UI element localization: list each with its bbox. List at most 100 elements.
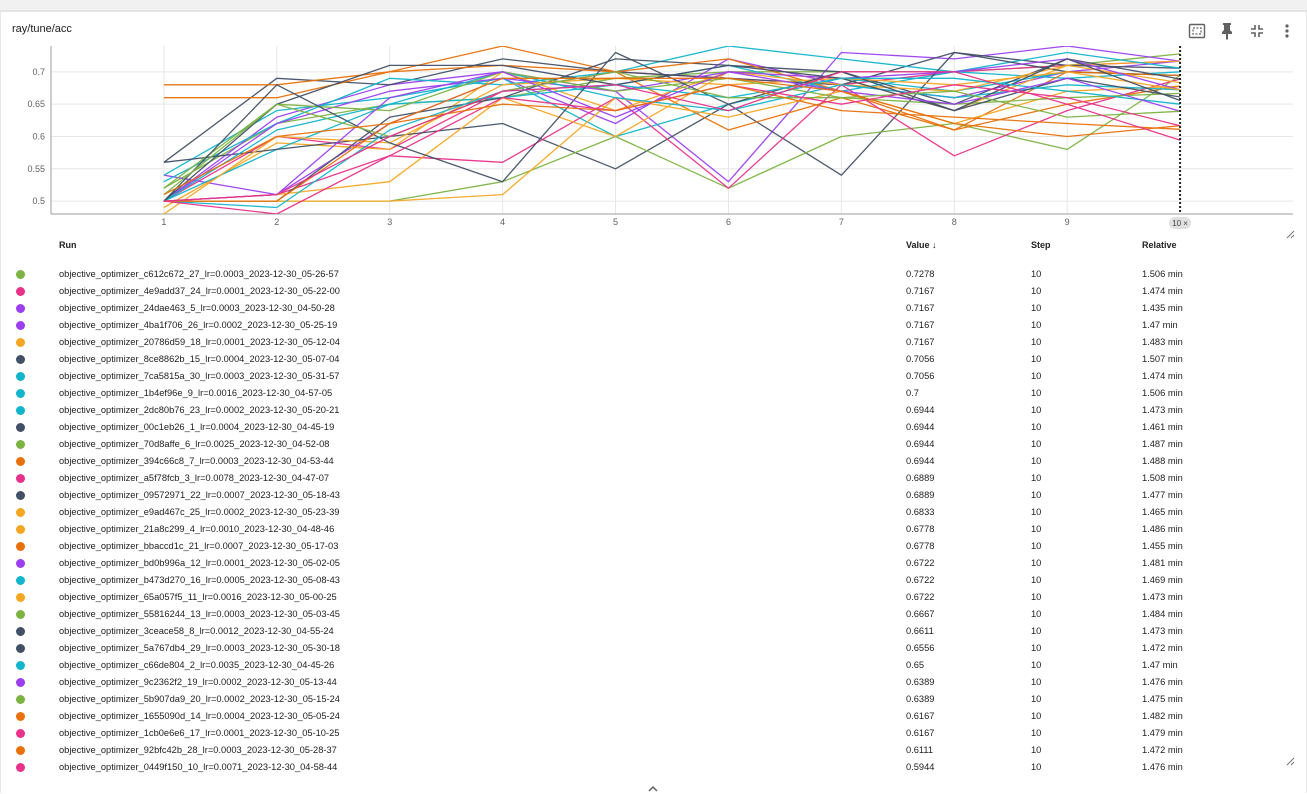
pin-icon[interactable] [1217,21,1237,41]
run-color-dot[interactable] [16,406,25,415]
table-row[interactable]: objective_optimizer_24dae463_5_lr=0.0003… [1,300,1306,317]
series-line-4ba1f706_26 [163,46,1181,202]
run-value: 0.7167 [906,303,935,313]
table-row[interactable]: objective_optimizer_9c2362f2_19_lr=0.000… [1,674,1306,691]
run-name: objective_optimizer_24dae463_5_lr=0.0003… [59,303,335,313]
run-color-dot[interactable] [16,389,25,398]
table-row[interactable]: objective_optimizer_65a057f5_11_lr=0.001… [1,589,1306,606]
run-color-dot[interactable] [16,423,25,432]
table-row[interactable]: objective_optimizer_1655090d_14_lr=0.000… [1,708,1306,725]
step-header[interactable]: Step [1031,240,1051,250]
series-line-21a8c299_4 [163,85,1181,202]
table-row[interactable]: objective_optimizer_1b4ef96e_9_lr=0.0016… [1,385,1306,402]
table-row[interactable]: objective_optimizer_bbaccd1c_21_lr=0.000… [1,538,1306,555]
x-tick-label: 2 [274,217,279,227]
table-row[interactable]: objective_optimizer_09572971_22_lr=0.000… [1,487,1306,504]
y-tick-label: 0.7 [32,67,45,77]
run-color-dot[interactable] [16,525,25,534]
run-color-dot[interactable] [16,321,25,330]
run-color-dot[interactable] [16,542,25,551]
run-color-dot[interactable] [16,712,25,721]
run-value: 0.7278 [906,269,935,279]
run-step: 10 [1031,524,1042,534]
table-row[interactable]: objective_optimizer_5b907da9_20_lr=0.000… [1,691,1306,708]
table-row[interactable]: objective_optimizer_0449f150_10_lr=0.007… [1,759,1306,776]
table-row[interactable]: objective_optimizer_3ceace58_8_lr=0.0012… [1,623,1306,640]
run-color-dot[interactable] [16,270,25,279]
run-color-dot[interactable] [16,627,25,636]
run-color-dot[interactable] [16,372,25,381]
collapse-icon[interactable] [1247,21,1267,41]
table-row[interactable]: objective_optimizer_20786d59_18_lr=0.000… [1,334,1306,351]
run-color-dot[interactable] [16,746,25,755]
table-row[interactable]: objective_optimizer_b473d270_16_lr=0.000… [1,572,1306,589]
table-row[interactable]: objective_optimizer_00c1eb26_1_lr=0.0004… [1,419,1306,436]
run-color-dot[interactable] [16,338,25,347]
run-step: 10 [1031,337,1042,347]
table-row[interactable]: objective_optimizer_a5f78fcb_3_lr=0.0078… [1,470,1306,487]
table-row[interactable]: objective_optimizer_c612c672_27_lr=0.000… [1,266,1306,283]
x-tick-label: 4 [500,217,505,227]
table-row[interactable]: objective_optimizer_4ba1f706_26_lr=0.000… [1,317,1306,334]
run-step: 10 [1031,609,1042,619]
run-color-dot[interactable] [16,610,25,619]
run-color-dot[interactable] [16,661,25,670]
table-row[interactable]: objective_optimizer_55816244_13_lr=0.000… [1,606,1306,623]
series-line-65a057f5_11 [163,71,1181,214]
run-step: 10 [1031,371,1042,381]
table-row[interactable]: objective_optimizer_7ca5815a_30_lr=0.000… [1,368,1306,385]
run-name: objective_optimizer_c612c672_27_lr=0.000… [59,269,339,279]
x-tick-label: 5 [613,217,618,227]
table-row[interactable]: objective_optimizer_1cb0e6e6_17_lr=0.000… [1,725,1306,742]
more-vert-icon[interactable] [1277,21,1297,41]
run-color-dot[interactable] [16,491,25,500]
run-color-dot[interactable] [16,457,25,466]
table-row[interactable]: objective_optimizer_c66de804_2_lr=0.0035… [1,657,1306,674]
run-header[interactable]: Run [59,240,77,250]
chart-resize-handle[interactable] [1285,229,1295,239]
run-name: objective_optimizer_bbaccd1c_21_lr=0.000… [59,541,339,551]
run-color-dot[interactable] [16,304,25,313]
run-value: 0.7 [906,388,919,398]
run-color-dot[interactable] [16,763,25,772]
run-color-dot[interactable] [16,355,25,364]
run-color-dot[interactable] [16,440,25,449]
run-value: 0.6944 [906,439,935,449]
run-color-dot[interactable] [16,559,25,568]
table-row[interactable]: objective_optimizer_e9ad467c_25_lr=0.000… [1,504,1306,521]
table-row[interactable]: objective_optimizer_394c66c8_7_lr=0.0003… [1,453,1306,470]
run-name: objective_optimizer_c66de804_2_lr=0.0035… [59,660,335,670]
run-name: objective_optimizer_8ce8862b_15_lr=0.000… [59,354,340,364]
run-color-dot[interactable] [16,729,25,738]
run-step: 10 [1031,354,1042,364]
run-color-dot[interactable] [16,678,25,687]
chevron-up-icon[interactable] [646,784,660,794]
table-row[interactable]: objective_optimizer_70d8affe_6_lr=0.0025… [1,436,1306,453]
run-name: objective_optimizer_2dc80b76_23_lr=0.000… [59,405,340,415]
fit-domain-icon[interactable] [1187,21,1207,41]
run-color-dot[interactable] [16,644,25,653]
table-row[interactable]: objective_optimizer_2dc80b76_23_lr=0.000… [1,402,1306,419]
run-value: 0.6778 [906,541,935,551]
run-color-dot[interactable] [16,287,25,296]
x-tick-label: 1 [161,217,166,227]
table-row[interactable]: objective_optimizer_bd0b996a_12_lr=0.000… [1,555,1306,572]
table-row[interactable]: objective_optimizer_8ce8862b_15_lr=0.000… [1,351,1306,368]
table-resize-handle[interactable] [1285,756,1295,766]
run-color-dot[interactable] [16,576,25,585]
relative-header[interactable]: Relative [1142,240,1177,250]
run-color-dot[interactable] [16,695,25,704]
run-step: 10 [1031,660,1042,670]
table-row[interactable]: objective_optimizer_4e9add37_24_lr=0.000… [1,283,1306,300]
line-chart[interactable]: 0.5 0.55 0.6 0.65 0.7 1 2 3 4 5 6 7 8 9 10 × [1,12,1306,242]
run-color-dot[interactable] [16,474,25,483]
run-relative: 1.487 min [1142,439,1183,449]
table-row[interactable]: objective_optimizer_21a8c299_4_lr=0.0010… [1,521,1306,538]
run-color-dot[interactable] [16,508,25,517]
run-value: 0.6944 [906,405,935,415]
table-row[interactable]: objective_optimizer_5a767db4_29_lr=0.000… [1,640,1306,657]
run-color-dot[interactable] [16,593,25,602]
run-value: 0.6889 [906,473,935,483]
value-header[interactable]: Value ↓ [906,240,937,250]
table-row[interactable]: objective_optimizer_92bfc42b_28_lr=0.000… [1,742,1306,759]
